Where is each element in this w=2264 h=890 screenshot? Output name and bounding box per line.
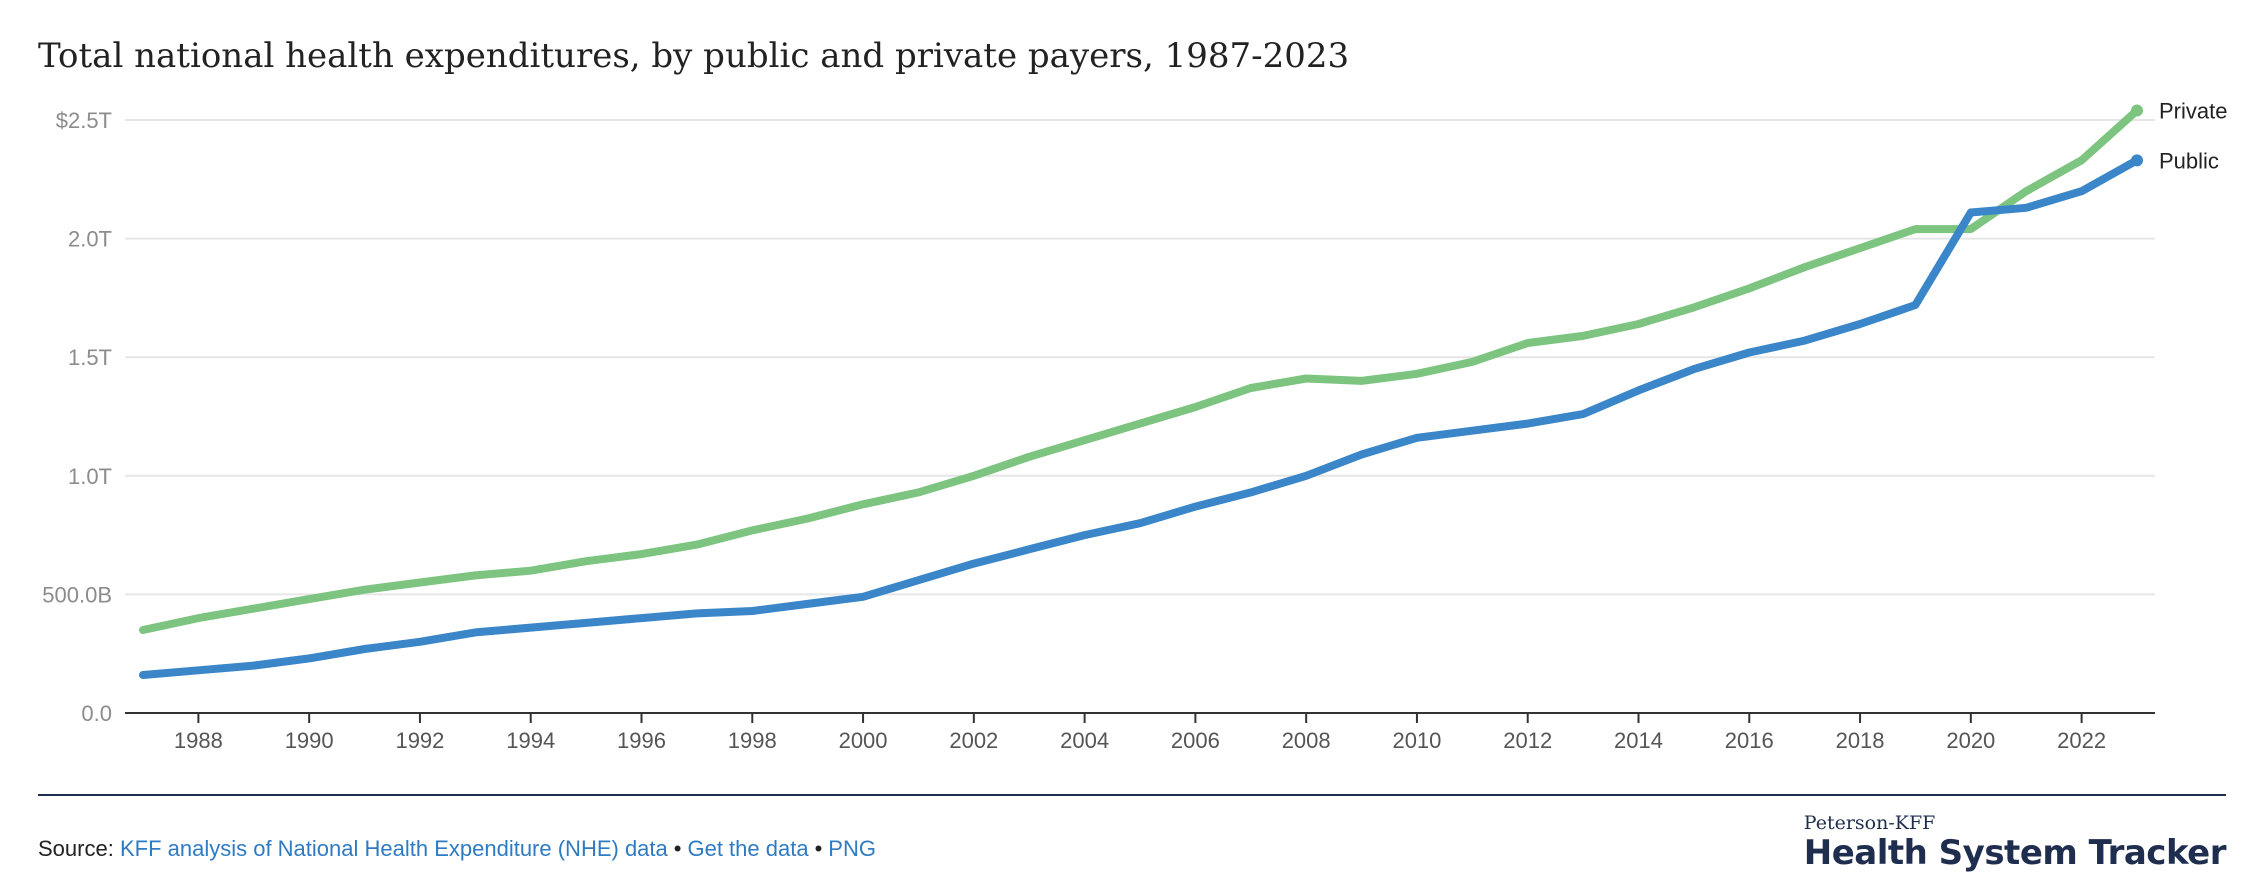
y-tick-label: 500.0B: [42, 582, 112, 607]
x-tick-label: 2012: [1503, 728, 1552, 753]
x-tick-label: 2004: [1060, 728, 1109, 753]
x-tick-label: 1994: [506, 728, 555, 753]
y-tick-label: 1.0T: [68, 464, 112, 489]
source-line: Source: KFF analysis of National Health …: [38, 836, 876, 862]
x-tick-label: 1998: [728, 728, 777, 753]
x-tick-label: 2016: [1725, 728, 1774, 753]
series-line-private: [139, 106, 2141, 634]
x-tick-label: 1988: [174, 728, 223, 753]
y-tick-label: 1.5T: [68, 345, 112, 370]
brand-logo: Peterson-KFF Health System Tracker: [1803, 812, 2227, 873]
x-axis: 1988 1990 1992 1994 1996 1998 2000 2002 2004 2006…: [125, 712, 2155, 753]
series-end-point: [2131, 154, 2143, 167]
source-label: Source:: [38, 836, 114, 861]
y-axis: 0.0 500.0B 1.0T 1.5T 2.0T $2.5T: [42, 108, 112, 726]
separator: •: [673, 836, 682, 861]
y-tick-label: 0.0: [81, 701, 112, 726]
brand-big-text: Health System Tracker: [1803, 833, 2227, 873]
y-tick-label: 2.0T: [68, 227, 112, 252]
chart-title: Total national health expenditures, by p…: [38, 36, 1350, 76]
get-data-link[interactable]: Get the data: [687, 836, 809, 861]
x-tick-label: 2010: [1392, 728, 1441, 753]
x-tick-label: 2002: [949, 728, 998, 753]
x-tick-label: 2006: [1171, 728, 1220, 753]
x-tick-label: 2020: [1946, 728, 1995, 753]
x-tick-label: 2022: [2057, 728, 2106, 753]
brand-small-text: Peterson-KFF: [1803, 812, 1936, 834]
series-label-public: Public: [2159, 148, 2219, 173]
footer-divider: [38, 794, 2226, 796]
series-end-point: [2131, 104, 2143, 117]
y-tick-label: $2.5T: [56, 108, 112, 133]
gridlines: [125, 119, 2155, 596]
series-line-public: [139, 156, 2141, 679]
x-tick-label: 1990: [285, 728, 334, 753]
x-tick-label: 1992: [395, 728, 444, 753]
x-tick-label: 2000: [839, 728, 888, 753]
png-link[interactable]: PNG: [828, 836, 876, 861]
series-label-private: Private: [2159, 99, 2227, 124]
source-link[interactable]: KFF analysis of National Health Expendit…: [119, 836, 668, 861]
series: Private Public: [139, 99, 2227, 679]
x-tick-label: 2008: [1282, 728, 1331, 753]
x-tick-label: 2014: [1614, 728, 1663, 753]
x-tick-label: 2018: [1836, 728, 1885, 753]
x-tick-label: 1996: [617, 728, 666, 753]
separator: •: [814, 836, 823, 861]
